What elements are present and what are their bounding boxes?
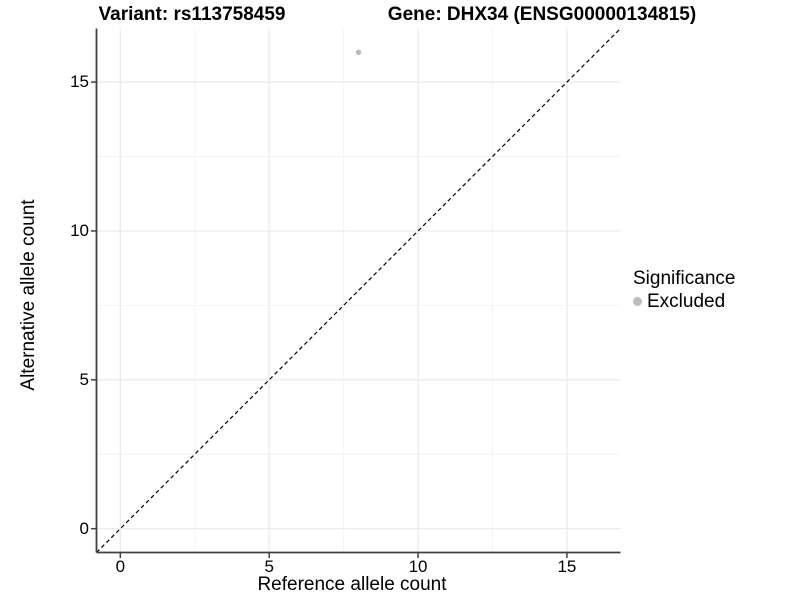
y-tick-label: 15 bbox=[70, 72, 89, 92]
legend-point-icon bbox=[633, 297, 642, 306]
x-tick-label: 5 bbox=[264, 557, 274, 576]
y-tick-label: 5 bbox=[79, 369, 89, 389]
legend: Significance Excluded bbox=[633, 268, 735, 312]
y-tick-label: 0 bbox=[79, 518, 89, 538]
x-axis-title: Reference allele count bbox=[257, 574, 447, 595]
plot-title-variant: Variant: rs113758459 bbox=[98, 4, 286, 25]
data-point bbox=[355, 49, 362, 56]
x-tick-label: 10 bbox=[408, 557, 428, 576]
identity-line bbox=[96, 28, 621, 553]
y-axis-title: Alternative allele count bbox=[18, 199, 39, 391]
y-tick-label: 10 bbox=[70, 220, 89, 240]
x-tick-label: 15 bbox=[557, 557, 577, 576]
legend-item-label: Excluded bbox=[647, 291, 726, 312]
legend-item-excluded: Excluded bbox=[633, 291, 735, 312]
plot-title-gene: Gene: DHX34 (ENSG00000134815) bbox=[387, 4, 697, 25]
legend-title: Significance bbox=[633, 268, 736, 289]
x-tick-label: 0 bbox=[115, 557, 126, 576]
